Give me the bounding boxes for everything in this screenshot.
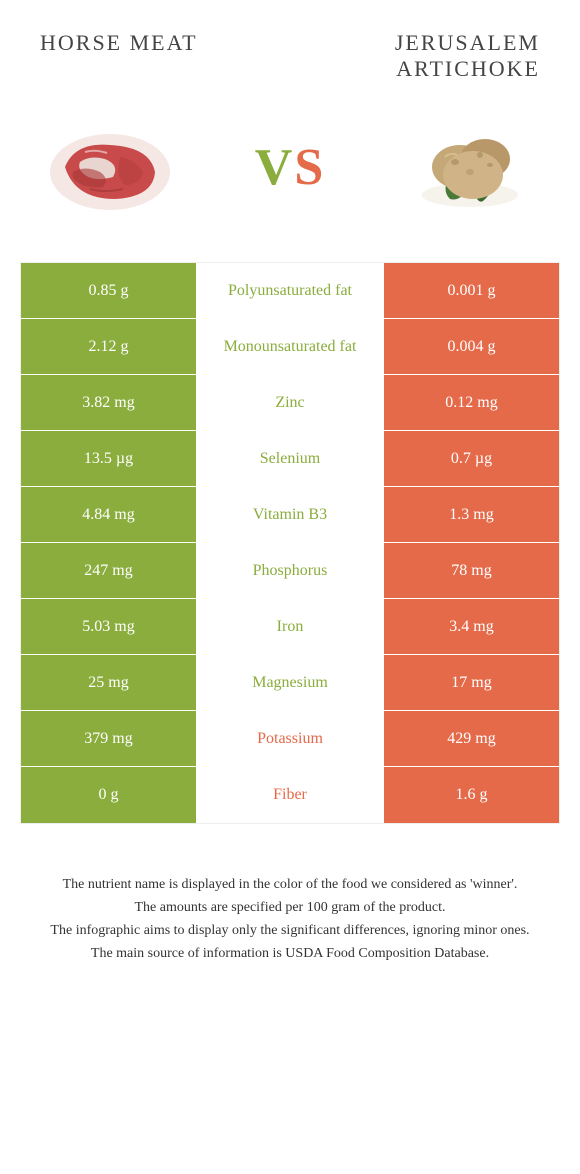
cell-left-value: 0 g [21,767,196,823]
footer: The nutrient name is displayed in the co… [0,824,580,964]
cell-right-value: 78 mg [384,543,559,598]
table-row: 0.85 gPolyunsaturated fat0.001 g [21,263,559,319]
cell-left-value: 13.5 µg [21,431,196,486]
cell-left-value: 379 mg [21,711,196,766]
cell-left-value: 3.82 mg [21,375,196,430]
table-row: 5.03 mgIron3.4 mg [21,599,559,655]
cell-left-value: 247 mg [21,543,196,598]
horse-meat-image [30,112,190,222]
footer-line: The nutrient name is displayed in the co… [40,874,540,895]
cell-nutrient-label: Vitamin B3 [196,487,384,542]
table-row: 379 mgPotassium429 mg [21,711,559,767]
table-row: 25 mgMagnesium17 mg [21,655,559,711]
cell-left-value: 5.03 mg [21,599,196,654]
table-row: 247 mgPhosphorus78 mg [21,543,559,599]
cell-right-value: 1.3 mg [384,487,559,542]
table-row: 13.5 µgSelenium0.7 µg [21,431,559,487]
footer-line: The infographic aims to display only the… [40,920,540,941]
cell-nutrient-label: Zinc [196,375,384,430]
cell-nutrient-label: Magnesium [196,655,384,710]
cell-nutrient-label: Monounsaturated fat [196,319,384,374]
title-right: Jerusalem artichoke [290,30,540,82]
footer-line: The main source of information is USDA F… [40,943,540,964]
cell-left-value: 25 mg [21,655,196,710]
artichoke-image [390,112,550,222]
cell-left-value: 2.12 g [21,319,196,374]
cell-nutrient-label: Phosphorus [196,543,384,598]
cell-nutrient-label: Potassium [196,711,384,766]
cell-right-value: 3.4 mg [384,599,559,654]
cell-right-value: 429 mg [384,711,559,766]
table-row: 2.12 gMonounsaturated fat0.004 g [21,319,559,375]
vs-label: VS [255,138,325,197]
cell-right-value: 0.004 g [384,319,559,374]
vs-v: V [255,139,295,196]
cell-nutrient-label: Fiber [196,767,384,823]
nutrient-table: 0.85 gPolyunsaturated fat0.001 g2.12 gMo… [20,262,560,824]
footer-line: The amounts are specified per 100 gram o… [40,897,540,918]
cell-left-value: 0.85 g [21,263,196,318]
cell-right-value: 17 mg [384,655,559,710]
cell-nutrient-label: Selenium [196,431,384,486]
cell-nutrient-label: Iron [196,599,384,654]
table-row: 4.84 mgVitamin B31.3 mg [21,487,559,543]
cell-right-value: 0.12 mg [384,375,559,430]
table-row: 0 gFiber1.6 g [21,767,559,823]
header: Horse meat Jerusalem artichoke [0,0,580,92]
vs-s: S [294,139,325,196]
vs-row: VS [0,92,580,262]
cell-left-value: 4.84 mg [21,487,196,542]
cell-right-value: 0.001 g [384,263,559,318]
title-left: Horse meat [40,30,290,82]
cell-nutrient-label: Polyunsaturated fat [196,263,384,318]
cell-right-value: 0.7 µg [384,431,559,486]
table-row: 3.82 mgZinc0.12 mg [21,375,559,431]
cell-right-value: 1.6 g [384,767,559,823]
